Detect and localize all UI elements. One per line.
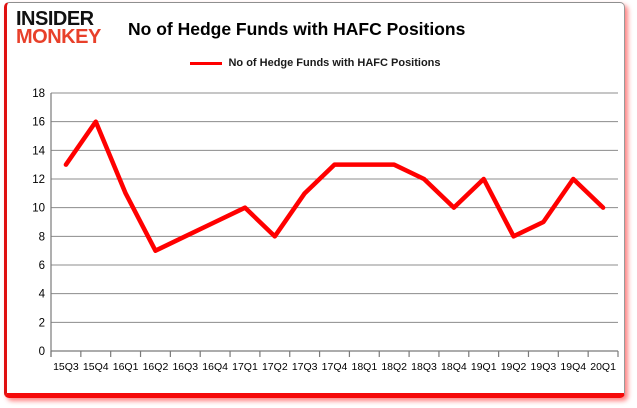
y-axis-label: 2: [39, 317, 45, 329]
data-line-no-of-hedge-funds-with-hafc-positions: [63, 119, 606, 253]
y-axis-label: 16: [32, 117, 45, 129]
logo-word-monkey: MONKEY: [16, 25, 101, 48]
x-axis-label: 20Q1: [590, 361, 616, 373]
legend: No of Hedge Funds with HAFC Positions: [7, 57, 624, 69]
x-axis-label: 17Q2: [262, 361, 288, 373]
x-axis-label: 15Q3: [53, 361, 79, 373]
insider-monkey-logo: INSIDER MONKEY: [16, 8, 101, 48]
x-axis-label: 18Q2: [381, 361, 407, 373]
legend-label: No of Hedge Funds with HAFC Positions: [228, 57, 441, 69]
x-axis-label: 17Q4: [322, 361, 348, 373]
y-axis-label: 12: [32, 174, 45, 186]
y-axis-label: 14: [32, 145, 45, 157]
y-axis-label: 10: [32, 203, 45, 215]
x-axis-label: 16Q3: [172, 361, 198, 373]
x-axis-label: 18Q3: [411, 361, 437, 373]
x-axis-label: 16Q1: [113, 361, 139, 373]
chart-title: No of Hedge Funds with HAFC Positions: [128, 19, 466, 39]
y-axis-label: 0: [39, 346, 45, 358]
x-axis-label: 18Q1: [351, 361, 377, 373]
x-axis-label: 19Q1: [471, 361, 497, 373]
legend-line-swatch-icon: [190, 61, 223, 65]
logo-word-insider: INSIDER: [16, 8, 94, 30]
x-axis-label: 15Q4: [83, 361, 109, 373]
chart-panel: INSIDER MONKEY No of Hedge Funds with HA…: [4, 2, 625, 398]
y-axis-label: 8: [39, 231, 45, 243]
y-axis-label: 6: [39, 260, 45, 272]
y-axis-label: 4: [39, 289, 46, 301]
hedge-funds-line-chart: 0 2 4 6 8 10 12 14 16 18 15Q3 15Q4 16Q1 16Q2 16Q3 16Q4 1…: [32, 88, 619, 373]
x-axis-label: 19Q3: [531, 361, 557, 373]
x-axis-label: 19Q2: [501, 361, 527, 373]
x-axis-label: 17Q3: [292, 361, 318, 373]
x-axis-label: 19Q4: [560, 361, 586, 373]
x-axis-label: 16Q4: [202, 361, 228, 373]
y-axis-label: 18: [32, 88, 45, 100]
x-axis-label: 17Q1: [232, 361, 258, 373]
x-axis-label: 18Q4: [441, 361, 467, 373]
x-axis-label: 16Q2: [143, 361, 169, 373]
